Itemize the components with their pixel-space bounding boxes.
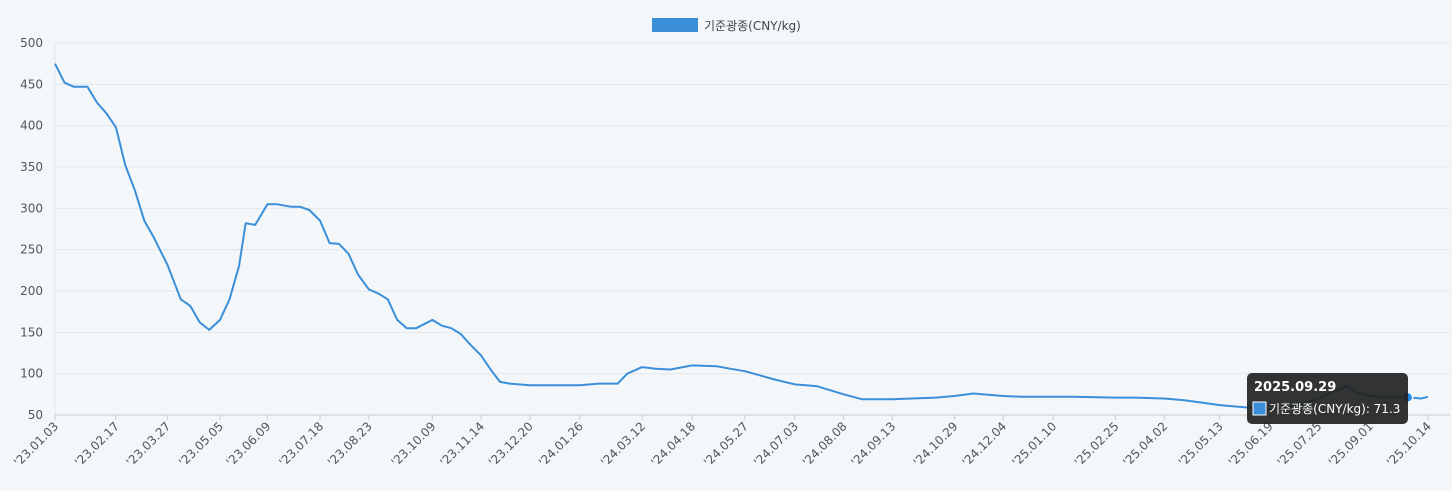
y-tick-label: 500 xyxy=(20,36,43,50)
x-tick-label: '24.05.27 xyxy=(701,419,751,469)
y-tick-label: 450 xyxy=(20,77,43,91)
x-tick-label: '25.01.10 xyxy=(1009,419,1059,469)
x-tick-label: '23.01.03 xyxy=(11,419,61,469)
tooltip-date: 2025.09.29 xyxy=(1254,380,1336,395)
x-tick-label: '23.05.05 xyxy=(176,419,226,469)
legend[interactable]: 기준광종(CNY/kg) xyxy=(652,18,801,33)
x-tick-label: '23.10.09 xyxy=(388,419,438,469)
x-tick-label: '25.02.25 xyxy=(1072,419,1122,469)
x-tick-label: '23.08.23 xyxy=(325,419,375,469)
x-tick-label: '25.04.02 xyxy=(1120,419,1170,469)
x-tick-label: '24.01.26 xyxy=(536,419,586,469)
x-tick-label: '24.10.29 xyxy=(911,419,961,469)
tooltip-swatch xyxy=(1252,401,1267,416)
y-axis: 50 100 150 200 250 300 350 400 450 500 xyxy=(20,36,56,422)
x-tick-label: '23.07.18 xyxy=(276,419,326,469)
x-tick-label: '25.09.01 xyxy=(1326,419,1376,469)
tooltip-box xyxy=(1247,373,1408,424)
y-tick-label: 300 xyxy=(20,201,43,215)
x-tick-label: '24.04.18 xyxy=(648,419,698,469)
y-tick-label: 400 xyxy=(20,119,43,133)
y-tick-label: 100 xyxy=(20,367,43,381)
grid xyxy=(55,42,1450,416)
series-line xyxy=(54,63,1429,411)
x-tick-label: '25.05.13 xyxy=(1176,419,1226,469)
tooltip: 2025.09.29 기준광종(CNY/kg): 71.3 xyxy=(1247,373,1408,424)
tooltip-value: 기준광종(CNY/kg): 71.3 xyxy=(1269,402,1400,416)
y-tick-label: 200 xyxy=(20,284,43,298)
x-tick-label: '23.03.27 xyxy=(123,419,173,469)
x-axis: '23.01.03'23.02.17'23.03.27'23.05.05'23.… xyxy=(11,414,1450,469)
x-tick-label: '23.06.09 xyxy=(223,419,273,469)
x-tick-label: '25.07.25 xyxy=(1274,419,1324,469)
x-tick-label: '24.07.03 xyxy=(751,419,801,469)
x-tick-label: '23.02.17 xyxy=(72,419,122,469)
x-tick-label: '23.11.14 xyxy=(437,419,487,469)
x-tick-label: '25.10.14 xyxy=(1384,419,1434,469)
y-tick-label: 150 xyxy=(20,325,43,339)
x-tick-label: '24.12.04 xyxy=(959,419,1009,469)
y-tick-label: 50 xyxy=(28,408,43,422)
y-tick-label: 350 xyxy=(20,160,43,174)
x-tick-label: '24.08.08 xyxy=(800,419,850,469)
x-tick-label: '23.12.20 xyxy=(486,419,536,469)
x-tick-label: '24.09.13 xyxy=(848,419,898,469)
x-tick-label: '25.06.19 xyxy=(1226,419,1276,469)
y-tick-label: 250 xyxy=(20,243,43,257)
series-group xyxy=(54,63,1429,411)
legend-label: 기준광종(CNY/kg) xyxy=(704,19,801,33)
legend-swatch xyxy=(652,18,698,32)
x-tick-label: '24.03.12 xyxy=(598,419,648,469)
